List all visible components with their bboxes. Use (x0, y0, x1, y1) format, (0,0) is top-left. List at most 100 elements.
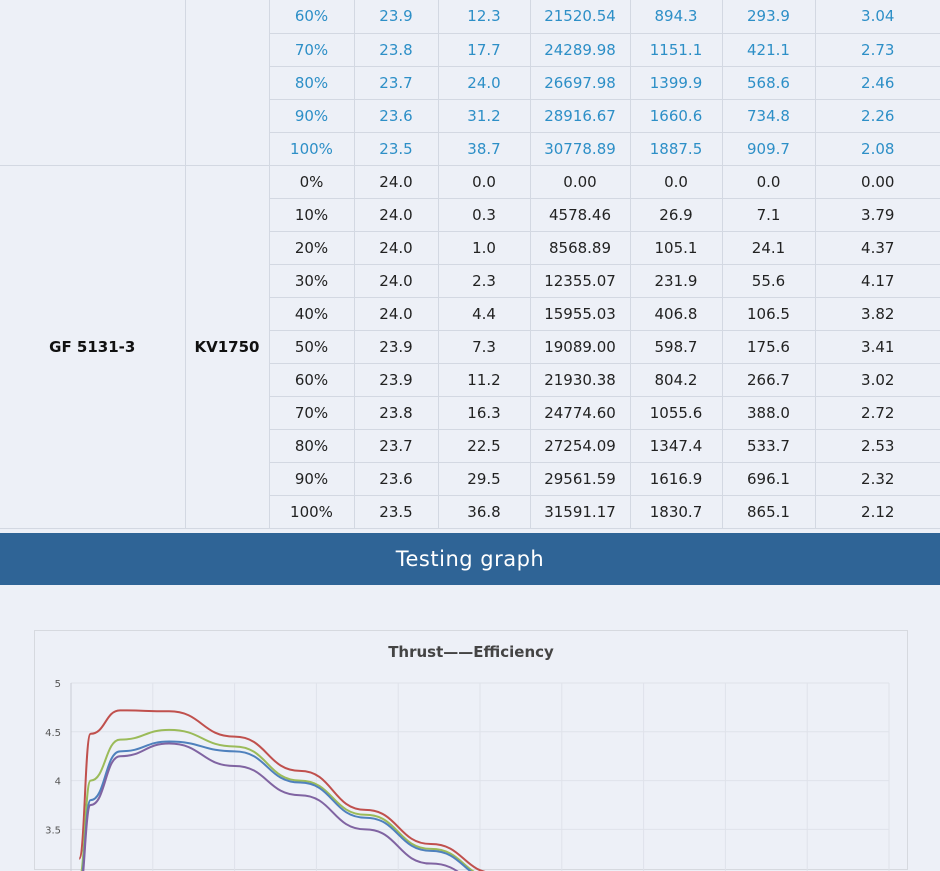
table-row: 90% 23.6 31.2 28916.67 1660.6 734.8 2.26 (0, 98, 940, 133)
rpm-cell: 21930.38 (529, 362, 631, 397)
throttle-cell: 70% (268, 395, 355, 430)
rpm-cell: 21520.54 (529, 0, 631, 34)
thrust-cell: 406.8 (629, 296, 723, 331)
efficiency-cell: 2.26 (814, 98, 940, 133)
throttle-cell: 10% (268, 197, 355, 232)
efficiency-cell: 3.04 (814, 0, 940, 34)
table-row: 50% 23.9 7.3 19089.00 598.7 175.6 3.41 (0, 329, 940, 364)
power-cell: 106.5 (721, 296, 816, 331)
section-banner: Testing graph (0, 533, 940, 585)
thrust-cell: 894.3 (629, 0, 723, 34)
rpm-cell: 15955.03 (529, 296, 631, 331)
thrust-cell: 804.2 (629, 362, 723, 397)
throttle-cell: 70% (268, 32, 355, 67)
efficiency-cell: 2.32 (814, 461, 940, 496)
current-cell: 17.7 (437, 32, 531, 67)
thrust-cell: 1151.1 (629, 32, 723, 67)
current-cell: 36.8 (437, 494, 531, 529)
model-cell: GF 5131-3 (0, 164, 186, 529)
power-cell: 533.7 (721, 428, 816, 463)
efficiency-cell: 2.46 (814, 65, 940, 100)
power-cell: 55.6 (721, 263, 816, 298)
power-cell: 175.6 (721, 329, 816, 364)
current-cell: 7.3 (437, 329, 531, 364)
current-cell: 24.0 (437, 65, 531, 100)
throttle-cell: 60% (268, 0, 355, 34)
voltage-cell: 23.7 (353, 428, 439, 463)
rpm-cell: 29561.59 (529, 461, 631, 496)
current-cell: 0.0 (437, 164, 531, 199)
voltage-cell: 24.0 (353, 197, 439, 232)
power-cell: 696.1 (721, 461, 816, 496)
current-cell: 1.0 (437, 230, 531, 265)
efficiency-cell: 4.17 (814, 263, 940, 298)
rpm-cell: 24289.98 (529, 32, 631, 67)
throttle-cell: 80% (268, 65, 355, 100)
data-table: 60% 23.9 12.3 21520.54 894.3 293.9 3.04 70% 23.8… (0, 0, 940, 529)
table-row: GF 5131-3 KV1750 0% 24.0 0.0 0.00 0.0 0.0 0.00 (0, 164, 940, 529)
power-cell: 734.8 (721, 98, 816, 133)
current-cell: 0.3 (437, 197, 531, 232)
thrust-cell: 598.7 (629, 329, 723, 364)
throttle-cell: 60% (268, 362, 355, 397)
voltage-cell: 23.9 (353, 362, 439, 397)
rpm-cell: 19089.00 (529, 329, 631, 364)
rpm-cell: 4578.46 (529, 197, 631, 232)
voltage-cell: 24.0 (353, 164, 439, 199)
efficiency-cell: 2.12 (814, 494, 940, 529)
efficiency-cell: 3.82 (814, 296, 940, 331)
power-cell: 568.6 (721, 65, 816, 100)
thrust-cell: 1399.9 (629, 65, 723, 100)
series-line-4 (82, 742, 459, 871)
table-row: 60% 23.9 12.3 21520.54 894.3 293.9 3.04 (0, 0, 940, 166)
current-cell: 38.7 (437, 131, 531, 166)
thrust-cell: 1830.7 (629, 494, 723, 529)
rpm-cell: 26697.98 (529, 65, 631, 100)
table-row: 100% 23.5 36.8 31591.17 1830.7 865.1 2.12 (0, 494, 940, 529)
efficiency-cell: 2.08 (814, 131, 940, 166)
voltage-cell: 23.5 (353, 131, 439, 166)
rpm-cell: 8568.89 (529, 230, 631, 265)
current-cell: 4.4 (437, 296, 531, 331)
chart-panel: Thrust——Efficiency 54.543.53 (34, 630, 908, 871)
rpm-cell: 30778.89 (529, 131, 631, 166)
banner-title: Testing graph (395, 547, 545, 571)
rpm-cell: 31591.17 (529, 494, 631, 529)
model-cell (0, 0, 186, 166)
rpm-cell: 12355.07 (529, 263, 631, 298)
power-cell: 865.1 (721, 494, 816, 529)
throttle-cell: 50% (268, 329, 355, 364)
voltage-cell: 24.0 (353, 296, 439, 331)
efficiency-cell: 4.37 (814, 230, 940, 265)
throttle-cell: 80% (268, 428, 355, 463)
thrust-cell: 231.9 (629, 263, 723, 298)
rpm-cell: 0.00 (529, 164, 631, 199)
power-cell: 421.1 (721, 32, 816, 67)
current-cell: 2.3 (437, 263, 531, 298)
throttle-cell: 20% (268, 230, 355, 265)
current-cell: 29.5 (437, 461, 531, 496)
efficiency-cell: 0.00 (814, 164, 940, 199)
table-row: 80% 23.7 22.5 27254.09 1347.4 533.7 2.53 (0, 428, 940, 463)
efficiency-cell: 3.41 (814, 329, 940, 364)
power-cell: 909.7 (721, 131, 816, 166)
voltage-cell: 23.9 (353, 0, 439, 34)
efficiency-cell: 3.02 (814, 362, 940, 397)
kv-cell: KV1750 (184, 164, 270, 529)
power-cell: 293.9 (721, 0, 816, 34)
thrust-cell: 1887.5 (629, 131, 723, 166)
throttle-cell: 100% (268, 494, 355, 529)
power-cell: 0.0 (721, 164, 816, 199)
voltage-cell: 23.8 (353, 32, 439, 67)
throttle-cell: 0% (268, 164, 355, 199)
power-cell: 7.1 (721, 197, 816, 232)
power-cell: 24.1 (721, 230, 816, 265)
y-tick-label: 5 (55, 679, 61, 690)
thrust-cell: 105.1 (629, 230, 723, 265)
y-tick-label: 4 (55, 777, 61, 788)
power-cell: 266.7 (721, 362, 816, 397)
table-row: 20% 24.0 1.0 8568.89 105.1 24.1 4.37 (0, 230, 940, 265)
voltage-cell: 23.6 (353, 461, 439, 496)
throttle-cell: 40% (268, 296, 355, 331)
voltage-cell: 23.8 (353, 395, 439, 430)
